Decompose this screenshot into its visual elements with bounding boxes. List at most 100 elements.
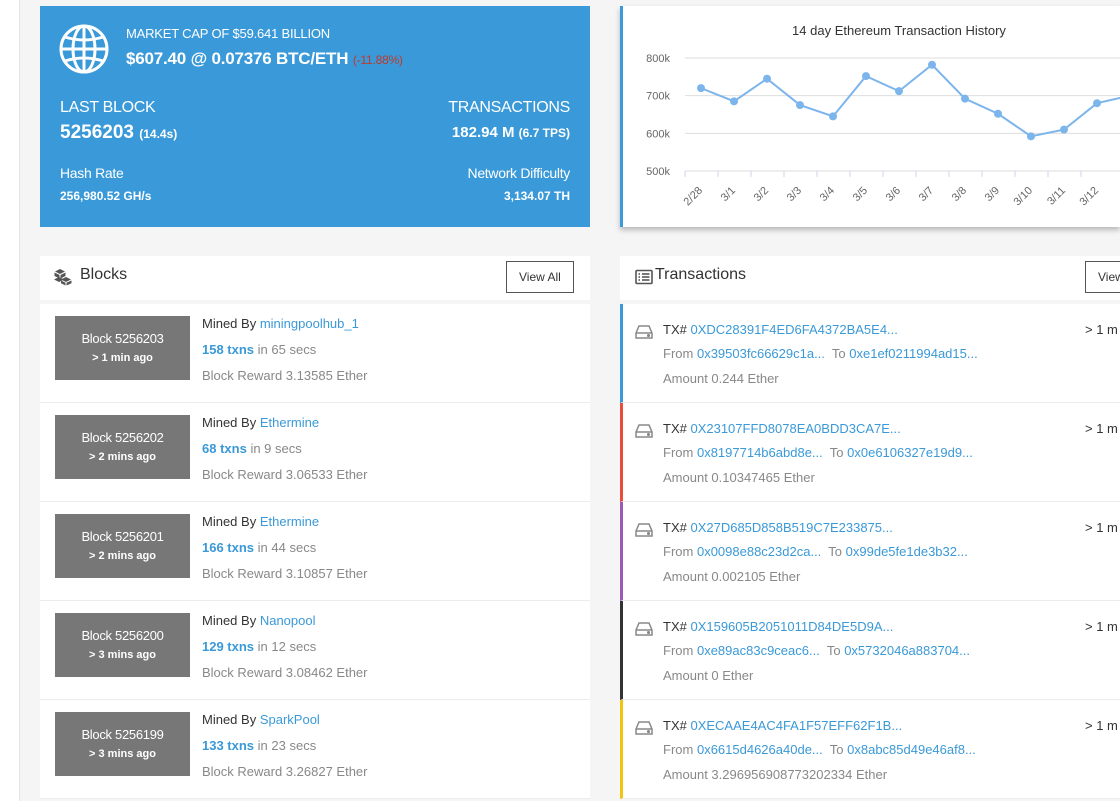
transaction-row: TX# 0X27D685D858B519C7E233875... From 0x… (620, 502, 1120, 601)
transactions-header: Transactions View All (620, 256, 1120, 300)
chart-y-tick-label: 800k (646, 53, 670, 65)
from-address-link[interactable]: 0xe89ac83c9ceac6... (696, 643, 820, 658)
block-age: > 3 mins ago (89, 748, 156, 760)
last-block-value: 5256203 (14.4s) (60, 122, 177, 144)
tx-age: > 1 m (1085, 322, 1118, 337)
globe-icon (59, 24, 109, 74)
tx-label: TX# (663, 322, 687, 337)
transaction-history-chart-panel: 14 day Ethereum Transaction History 500k… (620, 6, 1120, 227)
to-address-link[interactable]: 0x99de5fe1de3b32... (845, 544, 968, 559)
txns-link[interactable]: 129 txns (202, 639, 255, 654)
cubes-icon (54, 269, 72, 286)
tx-hash-line: TX# 0X159605B2051011D84DE5D9A... (663, 619, 893, 634)
to-address-link[interactable]: 0x0e6106327e19d9... (847, 445, 973, 460)
from-label: From (663, 643, 694, 658)
tx-hash-link[interactable]: 0XDC28391F4ED6FA4372BA5E4... (690, 322, 898, 337)
chart-x-tick-label: 3/1 (719, 185, 738, 204)
block-duration: in 23 secs (257, 738, 317, 753)
to-label: To (829, 742, 844, 757)
transactions-value: 182.94 M (6.7 TPS) (452, 124, 570, 141)
block-txns-line: 158 txns in 65 secs (202, 342, 316, 357)
block-number: Block 5256203 (81, 331, 164, 346)
chart-data-point (763, 74, 771, 83)
block-reward: Block Reward 3.26827 Ether (202, 764, 368, 779)
chart-data-point (1093, 99, 1101, 108)
transactions-count: 182.94 M (451, 124, 515, 141)
miner-link[interactable]: Ethermine (259, 415, 320, 430)
block-duration: in 9 secs (250, 441, 302, 456)
block-tile[interactable]: Block 5256203 > 1 min ago (55, 316, 190, 380)
miner-link[interactable]: Nanopool (259, 613, 316, 628)
from-label: From (663, 544, 694, 559)
from-address-link[interactable]: 0x8197714b6abd8e... (696, 445, 823, 460)
block-duration: in 44 secs (257, 540, 317, 555)
tx-label: TX# (663, 520, 687, 535)
block-txns-line: 129 txns in 12 secs (202, 639, 316, 654)
miner-link[interactable]: miningpoolhub_1 (259, 316, 359, 331)
chart-y-tick-label: 500k (646, 166, 670, 178)
transactions-tps: (6.7 TPS) (518, 126, 570, 140)
txns-link[interactable]: 133 txns (202, 738, 255, 753)
chart-x-tick-label: 3/8 (950, 185, 969, 204)
tx-hash-link[interactable]: 0XECAAE4AC4FA1F57EFF62F1B... (690, 718, 903, 733)
network-difficulty-value: 3,134.07 TH (503, 189, 570, 203)
chart-x-tick-label: 3/2 (752, 185, 771, 204)
miner-link[interactable]: Ethermine (259, 514, 320, 529)
to-label: To (831, 346, 846, 361)
txns-link[interactable]: 158 txns (202, 342, 255, 357)
tx-hash-link[interactable]: 0X23107FFD8078EA0BDD3CA7E... (690, 421, 901, 436)
block-age: > 1 min ago (92, 352, 153, 364)
block-tile[interactable]: Block 5256201 > 2 mins ago (55, 514, 190, 578)
block-reward: Block Reward 3.10857 Ether (202, 566, 368, 581)
miner-link[interactable]: SparkPool (259, 712, 320, 727)
blocks-header: Blocks View All (40, 256, 590, 300)
to-label: To (829, 445, 844, 460)
from-address-link[interactable]: 0x39503fc66629c1a... (696, 346, 825, 361)
to-address-link[interactable]: 0x8abc85d49e46af8... (847, 742, 976, 757)
to-address-link[interactable]: 0x5732046a883704... (844, 643, 970, 658)
hard-drive-icon (635, 523, 653, 537)
tx-hash-line: TX# 0XDC28391F4ED6FA4372BA5E4... (663, 322, 898, 337)
mined-by-label: Mined By (202, 514, 257, 529)
chart-data-point (1027, 132, 1035, 141)
chart-data-point (1060, 125, 1068, 134)
tx-age: > 1 m (1085, 421, 1118, 436)
from-address-link[interactable]: 0x6615d4626a40de... (696, 742, 823, 757)
chart-x-tick-label: 3/4 (818, 185, 837, 204)
hard-drive-icon (635, 325, 653, 339)
eth-price: $607.40 @ 0.07376 BTC/ETH (-11.88%) (126, 49, 403, 69)
tx-hash-link[interactable]: 0X27D685D858B519C7E233875... (690, 520, 893, 535)
eth-price-value: $607.40 @ 0.07376 BTC/ETH (126, 49, 349, 68)
chart-x-tick-label: 3/10 (1011, 185, 1035, 209)
transactions-view-all-button[interactable]: View All (1085, 261, 1120, 293)
hard-drive-icon (635, 721, 653, 735)
block-miner-line: Mined By Ethermine (202, 415, 319, 430)
transaction-history-chart: 500k 600k 700k 800k 2/28 3/1 3/2 3/3 3/4 3/5 3/6 3/… (646, 53, 1120, 209)
chart-data-point (796, 101, 804, 110)
block-tile[interactable]: Block 5256199 > 3 mins ago (55, 712, 190, 776)
block-age: > 2 mins ago (89, 550, 156, 562)
market-stats-panel: MARKET CAP OF $59.641 BILLION $607.40 @ … (40, 6, 590, 227)
tx-hash-link[interactable]: 0X159605B2051011D84DE5D9A... (690, 619, 894, 634)
tx-amount: Amount 0.244 Ether (663, 371, 779, 386)
mined-by-label: Mined By (202, 415, 257, 430)
chart-x-tick-label: 2/28 (681, 185, 705, 209)
hard-drive-icon (635, 622, 653, 636)
chart-x-tick-label: 3/7 (917, 185, 936, 204)
txns-link[interactable]: 166 txns (202, 540, 255, 555)
block-duration: in 65 secs (257, 342, 317, 357)
block-tile[interactable]: Block 5256202 > 2 mins ago (55, 415, 190, 479)
left-sidebar-strip (0, 0, 20, 801)
block-number: Block 5256201 (81, 529, 164, 544)
to-address-link[interactable]: 0xe1ef0211994ad15... (849, 346, 978, 361)
block-number: Block 5256200 (81, 628, 164, 643)
tx-age: > 1 m (1085, 718, 1118, 733)
txns-link[interactable]: 68 txns (202, 441, 247, 456)
blocks-view-all-button[interactable]: View All (506, 261, 574, 293)
from-address-link[interactable]: 0x0098e88c23d2ca... (696, 544, 822, 559)
transaction-row: TX# 0X159605B2051011D84DE5D9A... From 0x… (620, 601, 1120, 700)
block-reward: Block Reward 3.06533 Ether (202, 467, 368, 482)
blocks-title: Blocks (80, 266, 128, 283)
chart-x-tick-label: 3/9 (983, 185, 1002, 204)
block-tile[interactable]: Block 5256200 > 3 mins ago (55, 613, 190, 677)
